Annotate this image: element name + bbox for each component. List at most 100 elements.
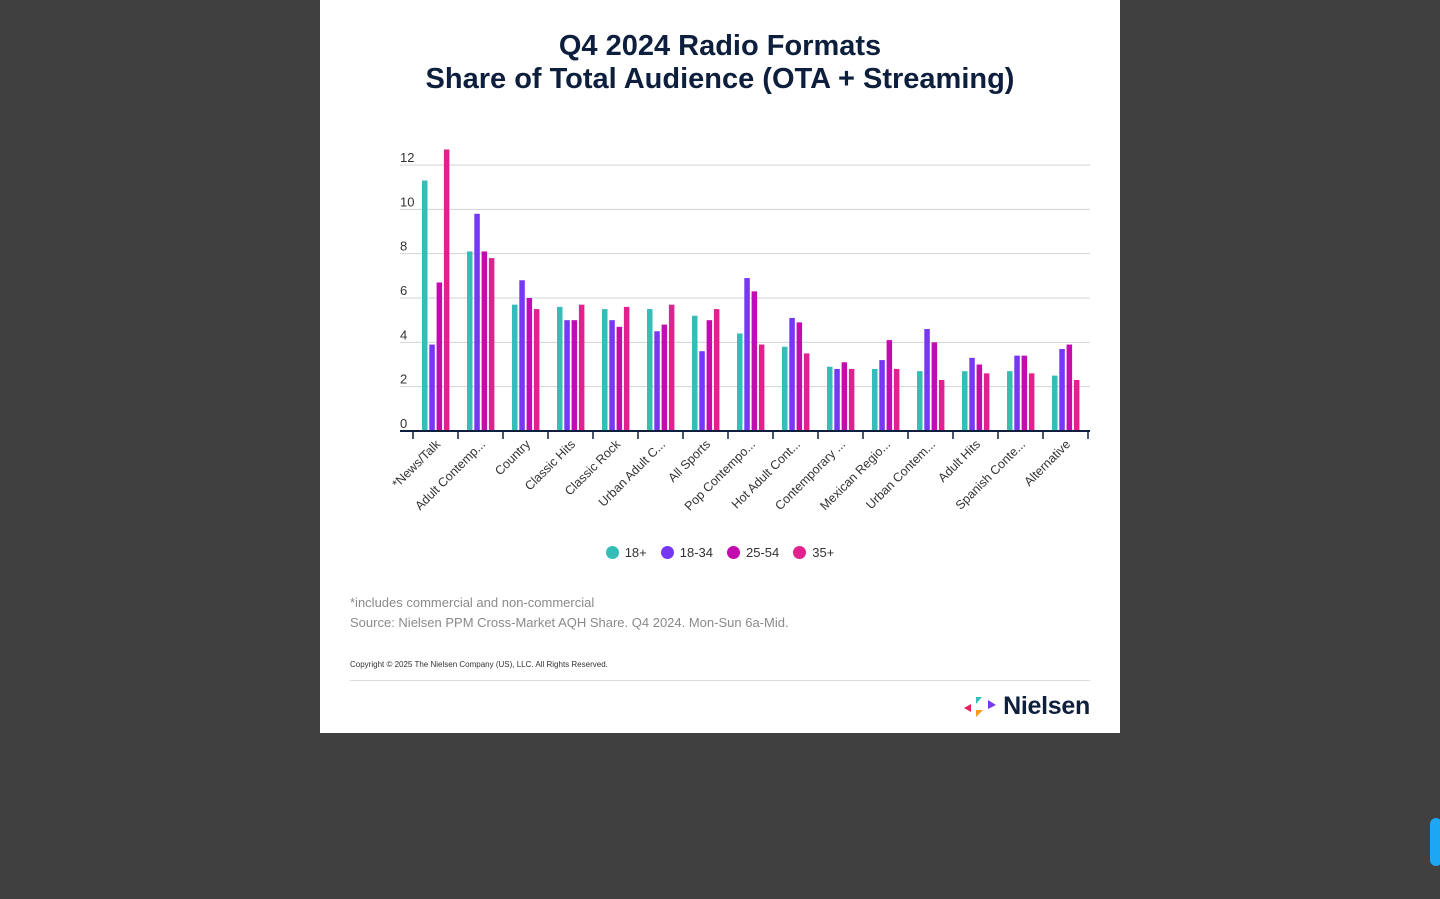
footnote: *includes commercial and non-commercial <box>350 595 595 610</box>
bar-18+ <box>557 306 563 431</box>
bar-18-34 <box>789 317 795 431</box>
legend-dot-icon <box>605 546 619 559</box>
chart-legend: 18+ 18-34 25-54 35+ <box>320 545 1120 560</box>
bar-group <box>1052 344 1080 431</box>
footer-divider <box>350 680 1090 681</box>
bar-group <box>602 306 630 431</box>
bar-group <box>827 362 855 431</box>
x-tick-label: Country <box>492 437 533 478</box>
y-tick-label: 8 <box>400 239 407 254</box>
y-tick-label: 6 <box>400 283 407 298</box>
x-tick-label: Alternative <box>1021 437 1073 489</box>
bar-group <box>872 340 900 431</box>
bar-group <box>692 309 720 431</box>
bar-25-54 <box>706 320 713 431</box>
bar-18-34 <box>924 329 930 431</box>
bar-18+ <box>917 371 923 431</box>
bar-35+ <box>803 353 810 431</box>
bar-18+ <box>512 304 518 431</box>
bar-35+ <box>578 304 585 431</box>
bar-18+ <box>647 309 653 431</box>
bar-18+ <box>467 251 473 431</box>
bar-group <box>962 357 990 431</box>
bar-25-54 <box>931 342 938 431</box>
bar-group <box>557 304 585 431</box>
chart-title: Q4 2024 Radio Formats Share of Total Aud… <box>320 30 1120 96</box>
chart-card: Q4 2024 Radio Formats Share of Total Aud… <box>320 0 1120 733</box>
chart-title-line-1: Q4 2024 Radio Formats <box>558 30 882 62</box>
bar-group <box>512 280 540 431</box>
bar-group <box>782 317 810 431</box>
y-tick-label: 2 <box>400 372 407 387</box>
source-note: Source: Nielsen PPM Cross-Market AQH Sha… <box>350 615 789 630</box>
bar-35+ <box>983 373 990 431</box>
y-tick-label: 12 <box>400 150 414 165</box>
bar-35+ <box>443 149 450 431</box>
copyright-text: Copyright © 2025 The Nielsen Company (US… <box>350 660 608 669</box>
legend-item[interactable]: 18-34 <box>660 545 713 560</box>
bar-18-34 <box>474 213 480 431</box>
bar-18+ <box>1052 375 1058 431</box>
bar-group <box>737 278 765 431</box>
bar-35+ <box>893 368 900 431</box>
bar-25-54 <box>1066 344 1073 431</box>
bar-18+ <box>827 366 833 431</box>
bar-18-34 <box>879 360 885 431</box>
bar-18+ <box>602 309 608 431</box>
bar-group <box>1007 355 1035 431</box>
legend-dot-icon <box>660 546 674 559</box>
bar-35+ <box>938 380 945 431</box>
nielsen-logo-icon <box>964 696 997 717</box>
legend-dot-icon <box>727 546 740 559</box>
y-tick-label: 0 <box>400 416 407 431</box>
scrollbar-thumb[interactable] <box>1430 818 1440 866</box>
bar-35+ <box>848 368 855 431</box>
x-axis <box>400 430 1090 439</box>
bar-25-54 <box>526 298 533 431</box>
bar-group <box>647 304 675 431</box>
bar-18-34 <box>1014 355 1020 431</box>
y-tick-label: 4 <box>400 327 407 342</box>
bar-18-34 <box>744 278 750 431</box>
bar-35+ <box>533 309 540 431</box>
y-axis-labels: 0 2 4 6 8 10 12 <box>400 150 414 431</box>
nielsen-logo-text: Nielsen <box>1003 692 1090 720</box>
bar-25-54 <box>841 362 848 431</box>
bar-18-34 <box>429 344 435 431</box>
legend-label: 35+ <box>812 545 835 560</box>
chart-title-line-2: Share of Total Audience (OTA + Streaming… <box>425 63 1015 95</box>
bar-25-54 <box>1021 355 1028 431</box>
legend-label: 18+ <box>624 545 647 560</box>
bar-25-54 <box>571 320 578 431</box>
bar-35+ <box>668 304 675 431</box>
bar-18-34 <box>834 368 840 431</box>
bar-18+ <box>962 371 968 431</box>
legend-label: 18-34 <box>679 545 713 560</box>
bar-18-34 <box>1059 348 1065 431</box>
nielsen-logo: Nielsen <box>963 692 1090 721</box>
legend-item[interactable]: 18+ <box>605 545 647 560</box>
legend-item[interactable]: 25-54 <box>727 545 779 560</box>
bar-35+ <box>758 344 765 431</box>
bar-18+ <box>872 368 878 431</box>
bar-25-54 <box>976 364 983 431</box>
bar-25-54 <box>616 326 623 431</box>
bar-35+ <box>1073 380 1080 431</box>
bars <box>422 149 1080 431</box>
bar-25-54 <box>886 340 893 431</box>
bar-18-34 <box>519 280 525 431</box>
bar-18-34 <box>654 331 660 431</box>
x-tick-label: All Sports <box>665 437 713 485</box>
bar-25-54 <box>751 291 758 431</box>
bar-18-34 <box>969 357 975 431</box>
bar-18+ <box>422 180 428 431</box>
y-tick-label: 10 <box>400 194 414 209</box>
legend-label: 25-54 <box>746 545 780 560</box>
bar-18+ <box>737 333 743 431</box>
bar-35+ <box>488 258 495 431</box>
bar-35+ <box>1028 373 1035 431</box>
bar-25-54 <box>481 251 488 431</box>
legend-item[interactable]: 35+ <box>793 545 834 560</box>
